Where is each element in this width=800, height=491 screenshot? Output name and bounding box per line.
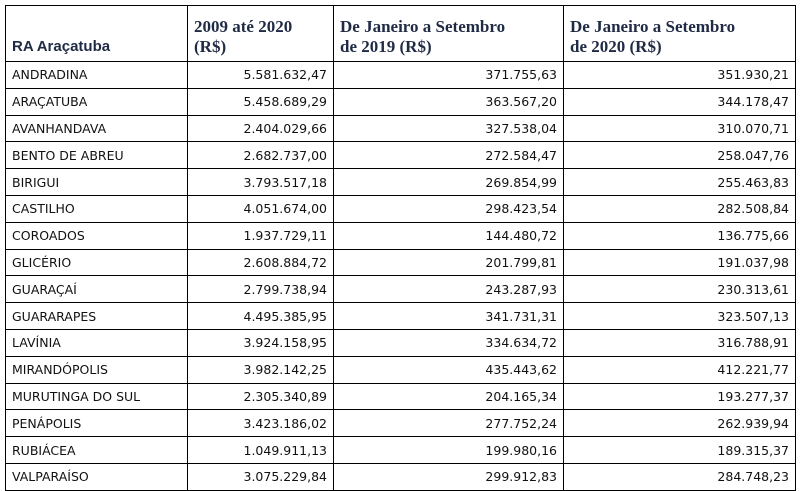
value-cell: 334.634,72 [333,328,564,357]
table-row: AVANHANDAVA 2.404.029,66 327.538,04 310.070… [5,114,796,143]
value-cell: 230.313,61 [563,275,796,304]
table-row: MURUTINGA DO SUL 2.305.340,89 204.165,34 19… [5,382,796,411]
header-line: (R$) [194,37,227,56]
value-cell: 344.178,47 [563,87,796,116]
value-cell: 4.495.385,95 [187,302,334,330]
table-row: CASTILHO 4.051.674,00 298.423,54 282.508,84 [5,194,796,223]
column-header: RA Araçatuba [5,5,188,62]
table-row: GLICÉRIO 2.608.884,72 201.799,81 191.037,98 [5,248,796,277]
value-cell: 299.912,83 [333,462,564,491]
value-cell: 327.538,04 [333,114,564,143]
table-row: ARAÇATUBA 5.458.689,29 363.567,20 344.178,4… [5,87,796,116]
table-row: GUARAÇAÍ 2.799.738,94 243.287,93 230.313,61 [5,275,796,304]
municipality-cell: GUARAÇAÍ [5,275,188,304]
header-line: De Janeiro a Setembro [570,17,736,36]
value-cell: 298.423,54 [333,194,564,223]
municipality-cell: VALPARAÍSO [5,462,188,491]
value-cell: 262.939,94 [563,409,796,438]
header-line: De Janeiro a Setembro [340,17,506,36]
table-body: ANDRADINA 5.581.632,47 371.755,63 351.930,2… [5,61,796,491]
municipality-cell: PENÁPOLIS [5,409,188,438]
value-cell: 1.937.729,11 [187,221,334,250]
value-cell: 3.982.142,25 [187,355,334,384]
municipality-cell: LAVÍNIA [5,328,188,357]
table-row: VALPARAÍSO 3.075.229,84 299.912,83 284.748,… [5,462,796,491]
table-row: PENÁPOLIS 3.423.186,02 277.752,24 262.939,9… [5,409,796,438]
value-cell: 2.682.737,00 [187,141,334,170]
header-line: de 2020 (R$) [570,37,662,56]
value-cell: 5.581.632,47 [187,61,334,89]
value-cell: 258.047,76 [563,141,796,170]
municipality-cell: BIRIGUI [5,168,188,196]
value-cell: 363.567,20 [333,87,564,116]
table-row: BIRIGUI 3.793.517,18 269.854,99 255.463,83 [5,168,796,196]
value-cell: 341.731,31 [333,302,564,330]
value-cell: 269.854,99 [333,168,564,196]
header-line: 2009 até 2020 [194,17,293,36]
value-cell: 2.608.884,72 [187,248,334,277]
municipality-cell: GLICÉRIO [5,248,188,277]
header-line: de 2019 (R$) [340,37,432,56]
value-cell: 204.165,34 [333,382,564,411]
value-cell: 284.748,23 [563,462,796,491]
table-row: ANDRADINA 5.581.632,47 371.755,63 351.930,2… [5,61,796,89]
column-header: De Janeiro a Setembro de 2020 (R$) [563,5,796,62]
value-cell: 371.755,63 [333,61,564,89]
value-cell: 323.507,13 [563,302,796,330]
municipality-cell: BENTO DE ABREU [5,141,188,170]
municipality-cell: RUBIÁCEA [5,436,188,464]
municipality-cell: CASTILHO [5,194,188,223]
value-cell: 3.075.229,84 [187,462,334,491]
value-cell: 3.423.186,02 [187,409,334,438]
value-cell: 282.508,84 [563,194,796,223]
value-cell: 243.287,93 [333,275,564,304]
municipality-cell: MIRANDÓPOLIS [5,355,188,384]
value-cell: 144.480,72 [333,221,564,250]
municipality-cell: ARAÇATUBA [5,87,188,116]
data-table: RA Araçatuba 2009 até 2020 (R$) De Janeiro … [5,5,796,491]
value-cell: 255.463,83 [563,168,796,196]
value-cell: 351.930,21 [563,61,796,89]
municipality-cell: MURUTINGA DO SUL [5,382,188,411]
table-row: MIRANDÓPOLIS 3.982.142,25 435.443,62 412.22… [5,355,796,384]
value-cell: 412.221,77 [563,355,796,384]
table-row: COROADOS 1.937.729,11 144.480,72 136.775,66 [5,221,796,250]
value-cell: 201.799,81 [333,248,564,277]
value-cell: 4.051.674,00 [187,194,334,223]
value-cell: 272.584,47 [333,141,564,170]
value-cell: 199.980,16 [333,436,564,464]
table-row: RUBIÁCEA 1.049.911,13 199.980,16 189.315,37 [5,436,796,464]
table-row: GUARARAPES 4.495.385,95 341.731,31 323.507,… [5,302,796,330]
value-cell: 310.070,71 [563,114,796,143]
value-cell: 316.788,91 [563,328,796,357]
column-header: 2009 até 2020 (R$) [187,5,334,62]
table-row: BENTO DE ABREU 2.682.737,00 272.584,47 258.… [5,141,796,170]
value-cell: 1.049.911,13 [187,436,334,464]
municipality-cell: GUARARAPES [5,302,188,330]
municipality-cell: AVANHANDAVA [5,114,188,143]
value-cell: 136.775,66 [563,221,796,250]
municipality-cell: COROADOS [5,221,188,250]
value-cell: 2.305.340,89 [187,382,334,411]
column-header: De Janeiro a Setembro de 2019 (R$) [333,5,564,62]
value-cell: 5.458.689,29 [187,87,334,116]
value-cell: 189.315,37 [563,436,796,464]
value-cell: 2.404.029,66 [187,114,334,143]
value-cell: 2.799.738,94 [187,275,334,304]
value-cell: 3.924.158,95 [187,328,334,357]
value-cell: 435.443,62 [333,355,564,384]
value-cell: 277.752,24 [333,409,564,438]
value-cell: 193.277,37 [563,382,796,411]
header-line: RA Araçatuba [12,38,111,55]
value-cell: 191.037,98 [563,248,796,277]
municipality-cell: ANDRADINA [5,61,188,89]
table-row: LAVÍNIA 3.924.158,95 334.634,72 316.788,91 [5,328,796,357]
value-cell: 3.793.517,18 [187,168,334,196]
header-row: RA Araçatuba 2009 até 2020 (R$) De Janeiro … [5,5,796,62]
